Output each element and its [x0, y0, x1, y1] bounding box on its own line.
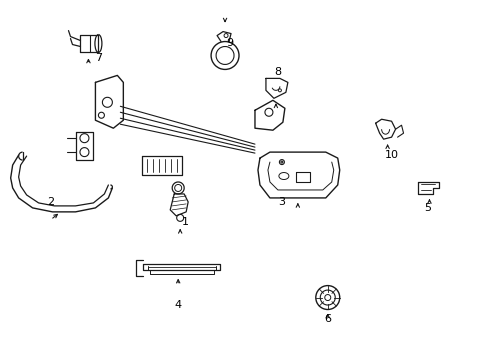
Text: 10: 10 [384, 150, 398, 160]
Text: 5: 5 [423, 203, 430, 213]
Text: 6: 6 [324, 314, 330, 324]
Text: 4: 4 [174, 300, 182, 310]
Text: 1: 1 [182, 217, 188, 227]
Text: 2: 2 [47, 197, 54, 207]
Text: 3: 3 [278, 197, 285, 207]
Text: 8: 8 [274, 67, 281, 77]
Text: 7: 7 [95, 54, 102, 63]
Text: 9: 9 [226, 37, 233, 48]
